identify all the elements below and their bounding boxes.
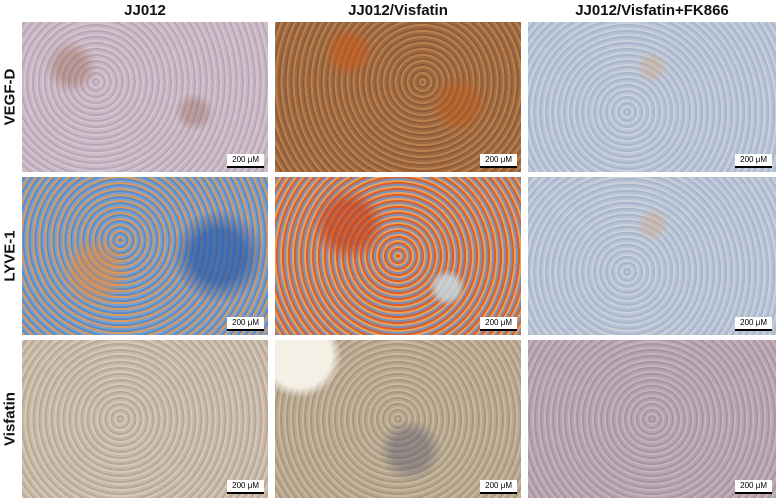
scale-bar: 200 μM bbox=[735, 480, 772, 494]
column-header-jj012-visfatin: JJ012/Visfatin bbox=[348, 2, 448, 19]
scale-bar: 200 μM bbox=[480, 317, 517, 331]
scale-bar: 200 μM bbox=[227, 317, 264, 331]
row-header-lyve-1: LYVE-1 bbox=[0, 177, 20, 335]
micrograph-vegfd-fk866: 200 μM bbox=[528, 22, 776, 172]
scale-bar: 200 μM bbox=[480, 480, 517, 494]
micrograph-visfatin-visfatin: 200 μM bbox=[275, 340, 521, 498]
micrograph-lyve1-visfatin: 200 μM bbox=[275, 177, 521, 335]
row-label: LYVE-1 bbox=[1, 230, 19, 282]
scale-bar: 200 μM bbox=[227, 480, 264, 494]
column-header-jj012-visfatin-fk866: JJ012/Visfatin+FK866 bbox=[575, 2, 729, 19]
scale-bar: 200 μM bbox=[735, 317, 772, 331]
row-header-visfatin: Visfatin bbox=[0, 340, 20, 498]
scale-bar: 200 μM bbox=[480, 154, 517, 168]
micrograph-vegfd-visfatin: 200 μM bbox=[275, 22, 521, 172]
column-header-jj012: JJ012 bbox=[124, 2, 166, 19]
micrograph-lyve1-jj012: 200 μM bbox=[22, 177, 268, 335]
row-label: VEGF-D bbox=[1, 68, 19, 126]
scale-bar: 200 μM bbox=[735, 154, 772, 168]
micrograph-vegfd-jj012: 200 μM bbox=[22, 22, 268, 172]
row-label: Visfatin bbox=[1, 392, 19, 446]
row-header-vegf-d: VEGF-D bbox=[0, 22, 20, 172]
scale-bar: 200 μM bbox=[227, 154, 264, 168]
micrograph-lyve1-fk866: 200 μM bbox=[528, 177, 776, 335]
micrograph-visfatin-fk866: 200 μM bbox=[528, 340, 776, 498]
micrograph-visfatin-jj012: 200 μM bbox=[22, 340, 268, 498]
